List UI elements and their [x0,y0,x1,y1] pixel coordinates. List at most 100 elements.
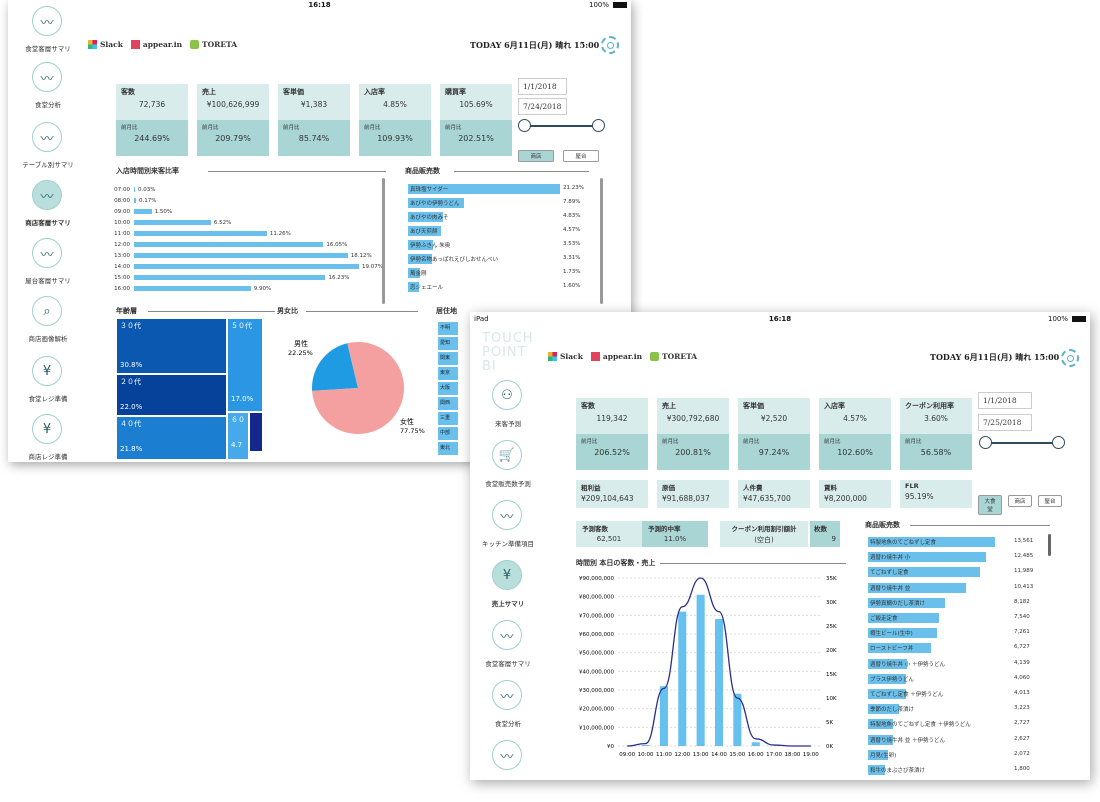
product-row[interactable]: 伊勢ふきん 朱奥 3.53% [408,239,588,251]
slack-link[interactable]: Slack [548,352,583,361]
residence-item[interactable]: 関東 [438,352,458,365]
residence-item[interactable]: 不明 [438,322,458,335]
products-scrollbar[interactable] [600,178,603,304]
product-row[interactable]: 季節のだし茶漬け 3,223 [868,703,1043,715]
sidebar-icon-6[interactable]: ¥ [32,356,62,386]
product-row[interactable]: ローストビーフ丼 6,727 [868,642,1043,654]
people-sidebar-icon[interactable]: ⚇ [492,380,522,410]
slack-link[interactable]: Slack [88,40,123,49]
sidebar-label-6[interactable]: テーブル別サマ [470,778,548,780]
end-date-input[interactable]: 7/24/2018 [518,98,567,115]
sidebar-icon-1[interactable]: 〰 [32,62,62,92]
appearin-link[interactable]: appear.in [130,40,182,49]
trend-sidebar-icon[interactable]: 〰 [492,500,522,530]
toggle-stall[interactable]: 屋台 [563,150,599,162]
sales-bar[interactable] [696,594,705,746]
hourly-bar[interactable] [134,242,324,247]
product-row[interactable]: 週替り焼牛丼 並 10,413 [868,582,1043,594]
trend-sidebar-icon[interactable]: 〰 [492,620,522,650]
product-row[interactable]: 樽生ビール(生中) 7,261 [868,627,1043,639]
residence-item[interactable]: 東京 [438,367,458,380]
product-row[interactable]: あびやの伊勢うどん 7.89% [408,197,588,209]
age-cell-other[interactable] [249,412,263,452]
toreta-link[interactable]: TORETA [190,40,237,49]
product-row[interactable]: 伊勢名物あっぱれえびしおせんべい 3.31% [408,253,588,265]
product-row[interactable]: ご飯走定食 7,540 [868,612,1043,624]
sidebar-icon-2[interactable]: 〰 [32,122,62,152]
appearin-link[interactable]: appear.in [590,352,642,361]
cart-sidebar-icon[interactable]: 🛒 [492,440,522,470]
hourly-bar[interactable] [134,264,359,269]
sidebar-label-2[interactable]: テーブル別サマリ [22,161,74,169]
hourly-bar[interactable] [134,231,267,236]
sidebar-label-3[interactable]: 商店客層サマリ [25,219,71,227]
product-row[interactable]: 週替り焼牛丼 小 ＋伊勢うどん 4,139 [868,658,1043,670]
trend-sidebar-icon[interactable]: 〰 [492,680,522,710]
toggle-stall[interactable]: 屋台 [1038,495,1062,507]
sidebar-icon-3[interactable]: 〰 [32,180,62,210]
product-row[interactable]: あびやの肉みそ 4.83% [408,211,588,223]
hourly-scrollbar[interactable] [382,178,385,304]
sidebar-icon-7[interactable]: ¥ [32,414,62,444]
residence-item[interactable]: 三重 [438,412,458,425]
customers-line[interactable] [627,577,811,747]
sidebar-icon-4[interactable]: 〰 [32,238,62,268]
sales-bar[interactable] [733,693,742,746]
toreta-link[interactable]: TORETA [650,352,697,361]
toggle-shop[interactable]: 商店 [1008,495,1032,507]
sidebar-label-0[interactable]: 来客予測 [495,420,521,428]
residence-item[interactable]: 愛知 [438,337,458,350]
sidebar-label-5[interactable]: 食堂分析 [495,720,521,728]
sidebar-icon-5[interactable]: ⌕ [32,296,62,326]
sidebar-label-2[interactable]: キッチン準備項目 [482,540,534,548]
sales-bar[interactable] [659,686,668,746]
residence-item[interactable]: 関西 [438,397,458,410]
sales-bar[interactable] [678,611,687,746]
toggle-shop[interactable]: 商店 [518,150,554,162]
product-row[interactable]: 特製地魚のてごねずし定食 ＋伊勢うどん 2,727 [868,718,1043,730]
age-cell-40s[interactable]: ４０代 21.8% [116,416,227,460]
product-row[interactable]: 週替り焼牛丼 並 ＋伊勢うどん 2,627 [868,734,1043,746]
age-cell-50s[interactable]: ５０代 17.0% [227,318,263,412]
age-cell-60s[interactable]: ６０ 4.7 [227,412,249,460]
trend-sidebar-icon[interactable]: 〰 [492,740,522,770]
residence-item[interactable]: 大阪 [438,382,458,395]
product-row[interactable]: てごねずし定食 ＋伊勢うどん 4,013 [868,688,1043,700]
sidebar-label-1[interactable]: 食堂分析 [35,101,61,109]
hourly-bar[interactable] [134,209,152,214]
product-row[interactable]: てごねずし定食 11,989 [868,566,1043,578]
pie-slice-male[interactable] [312,343,358,391]
hourly-bar[interactable] [134,275,326,280]
sidebar-label-1[interactable]: 食堂販売数予測 [485,480,531,488]
sidebar-label-0[interactable]: 食堂客層サマリ [25,45,71,53]
residence-item[interactable]: 中部 [438,427,458,440]
sidebar-label-4[interactable]: 食堂客層サマリ [485,660,531,668]
pie-slice-female[interactable] [312,342,404,434]
product-row[interactable]: 萬金剛 1.73% [408,267,588,279]
toggle-cafeteria[interactable]: 大食堂 [978,495,1002,515]
date-range-slider[interactable] [979,436,1065,449]
product-row[interactable]: 月見(生卵) 2,072 [868,749,1043,761]
start-date-input[interactable]: 1/1/2018 [978,392,1032,409]
residence-item[interactable]: 東北 [438,442,458,455]
sales-bar[interactable] [751,742,760,746]
product-row[interactable]: 伊勢真鯛のだし茶漬け 8,182 [868,597,1043,609]
start-date-input[interactable]: 1/1/2018 [518,78,567,95]
product-row[interactable]: 特製地魚のてごねずし定食 13,561 [868,536,1043,548]
yen-sidebar-icon[interactable]: ¥ [492,560,522,590]
sidebar-label-6[interactable]: 食堂レジ準備 [28,395,68,403]
settings-gear-icon[interactable] [601,36,619,54]
sidebar-icon-0[interactable]: 〰 [32,6,62,36]
product-row[interactable]: 週替わ焼牛丼 小 12,485 [868,551,1043,563]
sidebar-label-3[interactable]: 売上サマリ [491,600,525,608]
product-row[interactable]: 恋ジェエール 1.60% [408,281,588,293]
age-cell-20s[interactable]: ２０代 22.0% [116,374,227,416]
product-row[interactable]: 真珠塩サイダー 21.23% [408,183,588,195]
date-range-slider[interactable] [518,119,605,132]
end-date-input[interactable]: 7/25/2018 [978,414,1032,431]
product-row[interactable]: あび天煎餅 4.57% [408,225,588,237]
settings-gear-icon[interactable] [1061,349,1079,367]
product-row[interactable]: 和牛のまぶさび茶漬け 1,800 [868,764,1043,776]
hourly-bar[interactable] [134,187,135,192]
hourly-bar[interactable] [134,220,211,225]
